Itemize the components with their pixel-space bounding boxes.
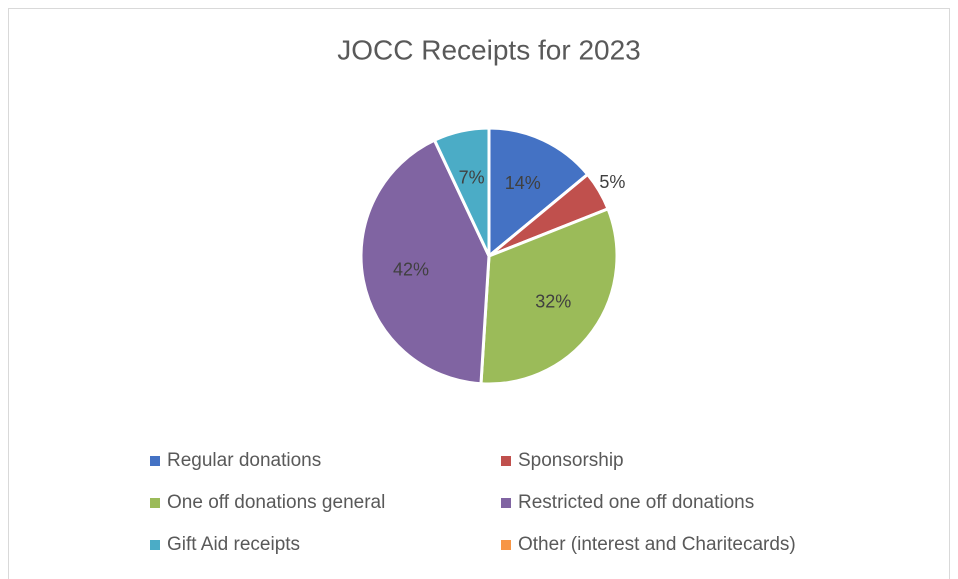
legend-label: Other (interest and Charitecards) — [518, 534, 796, 555]
legend-label: Sponsorship — [518, 450, 624, 471]
legend-swatch — [150, 540, 160, 550]
chart-title: JOCC Receipts for 2023 — [337, 34, 640, 65]
legend-label: Regular donations — [167, 450, 321, 471]
pie-slice — [479, 206, 619, 386]
data-label: 32% — [535, 291, 571, 311]
pie-slice — [359, 138, 491, 386]
legend-label: Restricted one off donations — [518, 492, 754, 513]
data-label: 42% — [393, 260, 429, 280]
pie-slice — [487, 126, 590, 260]
legend-label: Gift Aid receipts — [167, 534, 300, 555]
data-label: 14% — [505, 173, 541, 193]
legend-swatch — [150, 456, 160, 466]
legend-label: One off donations general — [167, 492, 385, 513]
legend-swatch — [501, 498, 511, 508]
legend-swatch — [501, 456, 511, 466]
legend-swatch — [501, 540, 511, 550]
legend-swatch — [150, 498, 160, 508]
data-label: 5% — [599, 172, 625, 192]
data-label: 7% — [459, 167, 485, 187]
